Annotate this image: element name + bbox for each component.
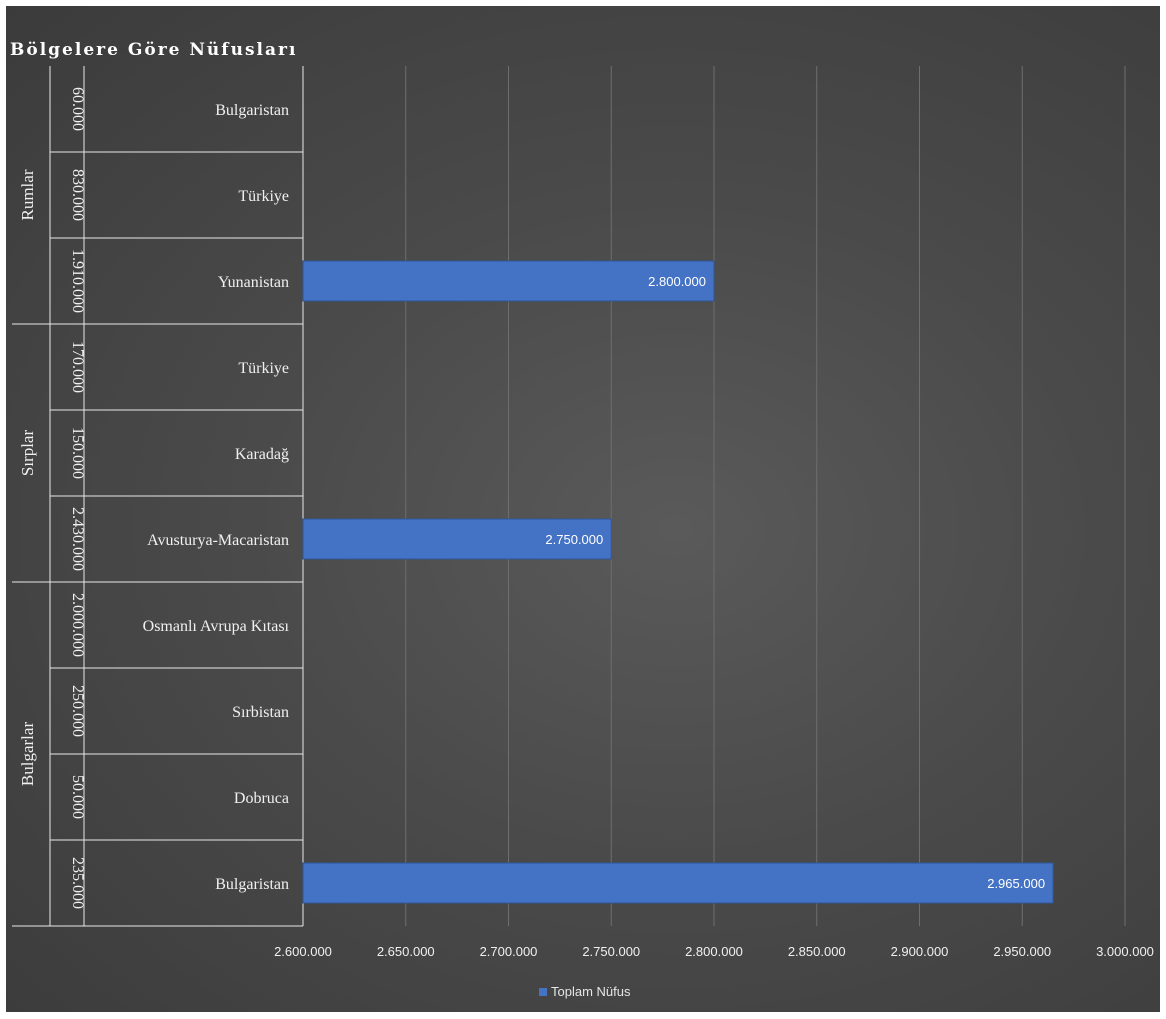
- x-tick-label: 2.900.000: [891, 944, 949, 959]
- category-label: Bulgaristan: [215, 102, 289, 119]
- value-label: 50.000: [69, 775, 86, 819]
- axis-label-table: Bulgaristan 60.000 Türkiye 830.000 Yunanista…: [12, 66, 304, 927]
- category-label: Yunanistan: [218, 274, 289, 291]
- category-label: Osmanlı Avrupa Kıtası: [143, 618, 290, 635]
- category-label: Dobruca: [234, 790, 289, 807]
- value-label: 2.000.000: [69, 593, 86, 657]
- data-label: 2.965.000: [987, 876, 1045, 891]
- chart-title: Bölgelere Göre Nüfusları: [10, 40, 297, 60]
- group-label: Rumlar: [18, 169, 37, 220]
- x-tick-label: 2.700.000: [480, 944, 538, 959]
- category-label: Türkiye: [238, 188, 289, 205]
- x-tick-label: 2.850.000: [788, 944, 846, 959]
- data-label: 2.750.000: [545, 532, 603, 547]
- value-label: 170.000: [69, 341, 86, 393]
- value-label: 830.000: [69, 169, 86, 221]
- bar: [302, 518, 612, 560]
- chart-frame: Bölgelere Göre Nüfusları Bulgaristan 60.0…: [6, 6, 1160, 1012]
- x-axis-ticks: 2.600.000 2.650.000 2.700.000 2.750.000 2.80…: [274, 944, 1154, 959]
- group-label: Sırplar: [18, 430, 37, 477]
- x-tick-label: 2.800.000: [685, 944, 743, 959]
- value-label: 2.430.000: [69, 507, 86, 571]
- bar: [302, 260, 715, 302]
- group-label: Bulgarlar: [18, 722, 37, 787]
- bar-chart: Bölgelere Göre Nüfusları Bulgaristan 60.0…: [10, 40, 1154, 999]
- bars-layer: 2.800.000 2.750.000 2.965.000: [302, 260, 1054, 904]
- value-label: 60.000: [69, 87, 86, 131]
- category-label: Karadağ: [235, 446, 289, 463]
- value-label: 250.000: [69, 685, 86, 737]
- x-tick-label: 2.950.000: [993, 944, 1051, 959]
- x-tick-label: 2.750.000: [582, 944, 640, 959]
- legend: Toplam Nüfus: [539, 984, 631, 999]
- value-label: 150.000: [69, 427, 86, 479]
- x-tick-label: 3.000.000: [1096, 944, 1154, 959]
- category-label: Sırbistan: [232, 704, 289, 721]
- category-label: Türkiye: [238, 360, 289, 377]
- x-tick-label: 2.600.000: [274, 944, 332, 959]
- value-label: 235.000: [69, 857, 86, 909]
- legend-swatch: [539, 988, 547, 996]
- grid-layer: [405, 66, 1126, 926]
- category-label: Avusturya-Macaristan: [147, 532, 289, 549]
- bar: [302, 862, 1054, 904]
- legend-label: Toplam Nüfus: [551, 984, 631, 999]
- value-label: 1.910.000: [69, 249, 86, 313]
- x-tick-label: 2.650.000: [377, 944, 435, 959]
- category-label: Bulgaristan: [215, 876, 289, 893]
- data-label: 2.800.000: [648, 274, 706, 289]
